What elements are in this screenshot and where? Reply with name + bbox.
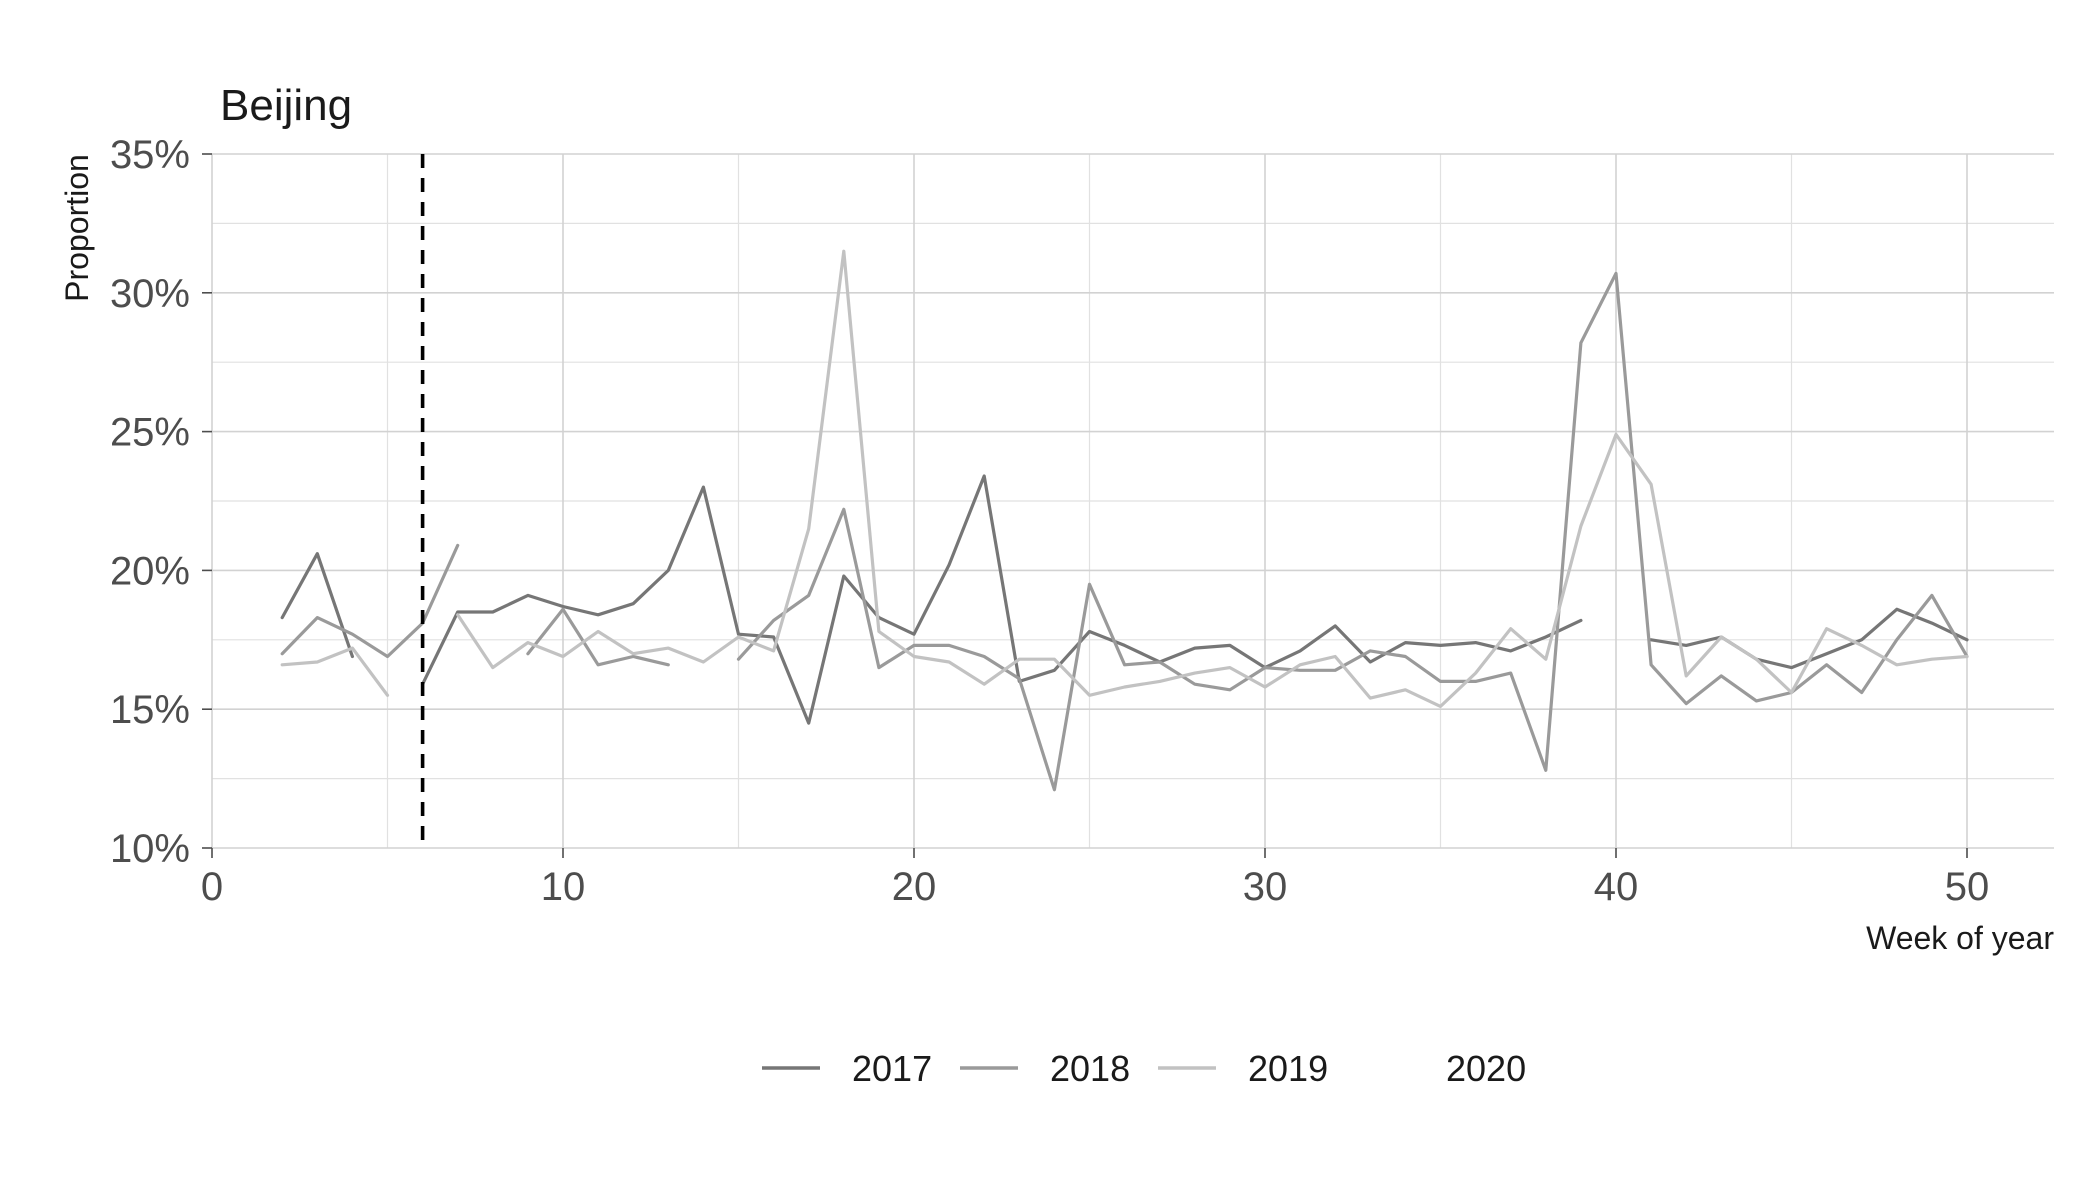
series-line-2019 [280, 249, 1969, 708]
y-tick-label: 15% [110, 688, 190, 732]
y-axis-ticks: 10% 15% 20% 25% 30% 35% [110, 133, 212, 871]
y-tick-label: 10% [110, 827, 190, 871]
x-tick-label: 40 [1594, 865, 1639, 909]
series-line-2018 [280, 271, 1969, 792]
y-axis-title: Proportion [59, 154, 95, 302]
legend-label-2017: 2017 [852, 1048, 932, 1089]
x-axis-title: Week of year [1866, 920, 2054, 956]
legend: 2017 2018 2019 2020 [762, 1048, 1526, 1089]
x-axis-ticks: 0 10 20 30 40 50 [201, 848, 1989, 909]
legend-label-2018: 2018 [1050, 1048, 1130, 1089]
series-layer [280, 249, 1969, 792]
legend-label-2020: 2020 [1446, 1048, 1526, 1089]
x-tick-label: 20 [892, 865, 937, 909]
x-tick-label: 0 [201, 865, 223, 909]
x-tick-label: 50 [1945, 865, 1990, 909]
y-tick-label: 30% [110, 272, 190, 316]
legend-label-2019: 2019 [1248, 1048, 1328, 1089]
x-tick-label: 10 [541, 865, 586, 909]
y-tick-label: 35% [110, 133, 190, 177]
chart-title: Beijing [220, 81, 352, 130]
major-grid [211, 153, 2054, 849]
y-tick-label: 25% [110, 411, 190, 455]
y-tick-label: 20% [110, 549, 190, 593]
minor-grid [212, 154, 2054, 848]
x-tick-label: 30 [1243, 865, 1288, 909]
